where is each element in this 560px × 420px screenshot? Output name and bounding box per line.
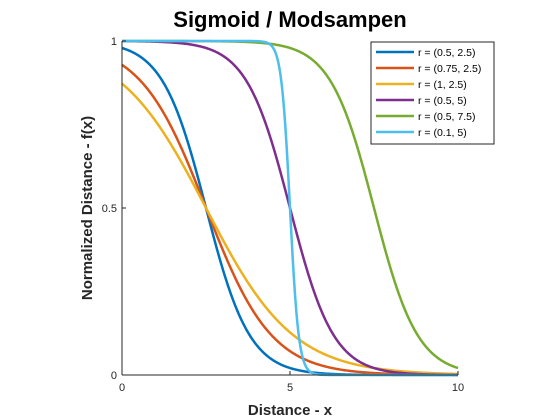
x-tick-label: 10 bbox=[452, 382, 464, 394]
x-ticks: 0 5 10 bbox=[119, 371, 464, 394]
chart-title: Sigmoid / Modsampen bbox=[173, 7, 406, 32]
y-axis-title: Normalized Distance - f(x) bbox=[79, 116, 96, 300]
legend-label: r = (0.75, 2.5) bbox=[418, 63, 481, 75]
y-tick-label: 0.5 bbox=[102, 203, 117, 215]
legend-box bbox=[370, 41, 495, 145]
series-line-3 bbox=[121, 82, 459, 376]
x-axis-title: Distance - x bbox=[248, 402, 333, 419]
legend-label: r = (0.5, 5) bbox=[418, 95, 467, 107]
legend-label: r = (1, 2.5) bbox=[418, 79, 467, 91]
legend-label: r = (0.5, 7.5) bbox=[418, 111, 475, 123]
x-tick-label: 5 bbox=[287, 382, 293, 394]
y-tick-label: 0 bbox=[111, 370, 117, 382]
legend: r = (0.5, 2.5) r = (0.75, 2.5) r = (1, 2.5… bbox=[370, 41, 495, 145]
y-ticks: 00.51 bbox=[102, 36, 126, 382]
x-tick-label: 0 bbox=[119, 382, 125, 394]
y-tick-label: 1 bbox=[111, 36, 117, 48]
legend-label: r = (0.1, 5) bbox=[418, 127, 467, 139]
legend-label: r = (0.5, 2.5) bbox=[418, 47, 475, 59]
